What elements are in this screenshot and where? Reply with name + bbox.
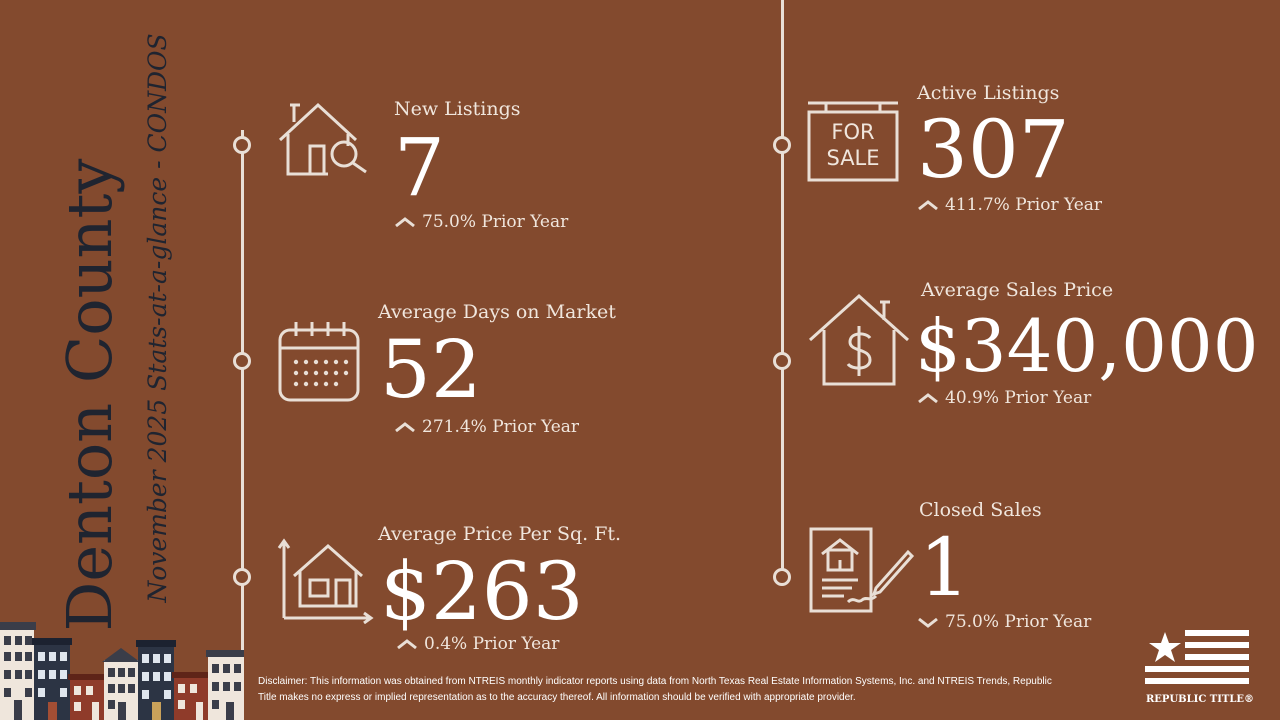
disclaimer-text: Disclaimer: This information was obtaine… <box>258 676 1052 703</box>
timeline-dot <box>233 136 251 154</box>
house-search-icon <box>278 102 367 176</box>
timeline-dot <box>773 352 791 370</box>
report-subtitle: November 2025 Stats-at-a-glance - CONDOS <box>143 33 172 603</box>
active-listings-change: 411.7% Prior Year <box>917 195 1102 215</box>
avg-days-change: 271.4% Prior Year <box>394 417 579 437</box>
contract-sign-icon <box>809 527 915 613</box>
avg-price-sqft-value: $263 <box>380 545 584 638</box>
active-listings-label: Active Listings <box>917 82 1060 104</box>
avg-sales-price-label: Average Sales Price <box>921 279 1114 301</box>
calendar-icon <box>278 322 360 402</box>
chevron-up-icon <box>397 639 417 650</box>
townhouses-illustration <box>0 622 244 720</box>
right-timeline <box>781 0 784 580</box>
timeline-dot <box>773 568 791 586</box>
active-listings-value: 307 <box>917 103 1070 196</box>
avg-price-sqft-label: Average Price Per Sq. Ft. <box>378 523 622 545</box>
change-text: 40.9% Prior Year <box>945 388 1092 408</box>
change-text: 0.4% Prior Year <box>424 634 560 654</box>
chevron-down-icon <box>918 617 938 628</box>
avg-sales-price-change: 40.9% Prior Year <box>917 388 1091 408</box>
chevron-up-icon <box>395 422 415 433</box>
timeline-dot <box>233 352 251 370</box>
closed-sales-change: 75.0% Prior Year <box>917 612 1091 632</box>
timeline-dot <box>233 568 251 586</box>
republic-title-logo <box>1145 630 1249 684</box>
new-listings-label: New Listings <box>394 98 521 120</box>
left-timeline <box>241 130 244 720</box>
change-text: 271.4% Prior Year <box>422 417 580 437</box>
avg-days-label: Average Days on Market <box>378 301 616 323</box>
new-listings-value: 7 <box>394 121 445 214</box>
closed-sales-value: 1 <box>919 521 970 614</box>
change-text: 411.7% Prior Year <box>945 195 1103 215</box>
house-dimensions-icon <box>277 538 374 624</box>
sign-text-for: FOR <box>831 120 875 144</box>
chevron-up-icon <box>918 200 938 211</box>
chevron-up-icon <box>395 217 415 228</box>
closed-sales-label: Closed Sales <box>919 499 1042 521</box>
sign-text-sale: SALE <box>826 146 880 170</box>
county-title: Denton County <box>53 158 126 632</box>
change-text: 75.0% Prior Year <box>945 612 1092 632</box>
new-listings-change: 75.0% Prior Year <box>394 212 568 232</box>
timeline-dot <box>773 136 791 154</box>
house-dollar-icon <box>808 293 910 386</box>
avg-days-value: 52 <box>380 323 482 416</box>
change-text: 75.0% Prior Year <box>422 212 569 232</box>
chevron-up-icon <box>918 393 938 404</box>
logo-wordmark: REPUBLIC TITLE® <box>1146 694 1254 705</box>
avg-sales-price-value: $340,000 <box>915 304 1259 388</box>
for-sale-sign-icon: FOR SALE <box>806 100 900 182</box>
avg-price-sqft-change: 0.4% Prior Year <box>396 634 559 654</box>
